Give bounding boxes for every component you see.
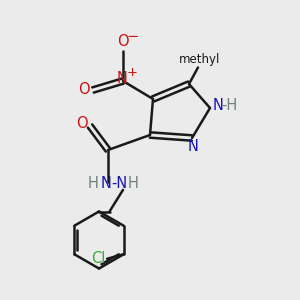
Text: -N: -N (111, 176, 128, 190)
Text: O: O (117, 34, 129, 50)
Text: O: O (78, 82, 90, 98)
Text: N: N (117, 71, 128, 86)
Text: -H: -H (222, 98, 238, 112)
Text: −: − (127, 29, 139, 44)
Text: N: N (100, 176, 111, 190)
Text: O: O (76, 116, 87, 131)
Text: H: H (127, 176, 138, 190)
Text: Cl: Cl (91, 251, 105, 266)
Text: N: N (188, 139, 199, 154)
Text: N: N (213, 98, 224, 112)
Text: +: + (127, 66, 137, 79)
Text: H: H (88, 176, 98, 190)
Text: methyl: methyl (179, 52, 220, 66)
